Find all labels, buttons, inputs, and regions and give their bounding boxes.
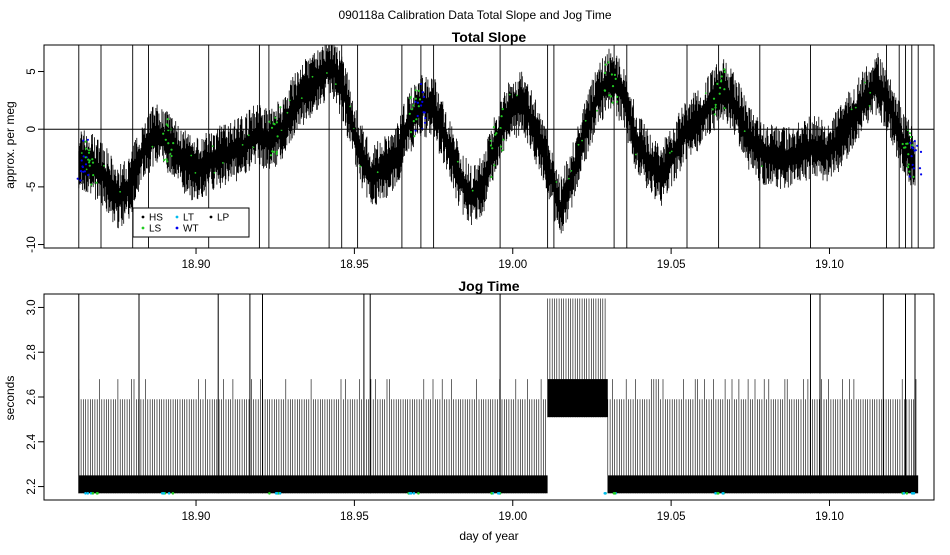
jog-verticals-2: [607, 379, 917, 494]
jog-time-ytick-label: 2.2: [26, 479, 38, 495]
jog-calibration-markers: [84, 492, 916, 495]
calibration-markers: [76, 61, 923, 193]
jog-time-ytick-label: 2.4: [26, 433, 38, 450]
total-slope-ylabel: approx. per meg: [3, 101, 17, 188]
legend-marker-lp: [209, 215, 213, 219]
total-slope-xtick-label: 18.90: [182, 259, 211, 271]
legend-label-lt: LT: [183, 213, 194, 224]
legend-marker-wt: [175, 226, 179, 230]
total-slope-xtick-label: 19.10: [815, 259, 844, 271]
jog-time-axes: 18.90 18.95 19.00 19.05 19.10 2.2 2.4 2.6 2.8 3.0: [26, 299, 844, 523]
jog-time-ytick-label: 3.0: [26, 299, 38, 315]
jog-time-xlabel: day of year: [459, 529, 518, 543]
jog-time-xtick-label: 19.00: [498, 511, 527, 523]
total-slope-frame: [43, 44, 935, 249]
total-slope-xtick-label: 19.05: [657, 259, 686, 271]
jog-verticals-1: [547, 298, 606, 418]
total-slope-panel: Total Slope approx. per meg 18.90 18.95 19…: [3, 29, 935, 271]
jog-spikes: [78, 294, 916, 494]
jog-time-panel: Jog Time seconds 18.90 18.95 19.00 19.05 19.…: [3, 278, 935, 543]
figure-suptitle: 090118a Calibration Data Total Slope and…: [338, 8, 611, 22]
jog-time-ylabel: seconds: [3, 376, 17, 421]
legend-label-wt: WT: [183, 224, 199, 235]
total-slope-ytick-label: 5: [26, 68, 38, 74]
total-slope-ytick-label: 0: [26, 126, 38, 132]
legend-marker-lt: [175, 215, 179, 219]
total-slope-ytick-label: -5: [26, 182, 38, 192]
jog-time-xtick-label: 18.95: [340, 511, 369, 523]
jog-band-2: [607, 475, 919, 494]
jog-time-xtick-label: 19.10: [815, 511, 844, 523]
legend-label-lp: LP: [217, 213, 230, 224]
legend-label-hs: HS: [149, 213, 163, 224]
total-slope-axes: 18.90 18.95 19.00 19.05 19.10 -10 -5 0 5: [26, 68, 934, 271]
jog-time-plot-area: [78, 294, 919, 495]
jog-time-frame: [43, 293, 935, 501]
total-slope-plot-area: [76, 45, 923, 248]
legend-label-ls: LS: [149, 224, 162, 235]
jog-time-ytick-label: 2.6: [26, 389, 38, 405]
total-slope-xtick-label: 19.00: [498, 259, 527, 271]
legend-box: [132, 207, 250, 238]
total-slope-ytick-label: -10: [26, 236, 38, 253]
jog-time-xtick-label: 19.05: [657, 511, 686, 523]
jog-time-title: Jog Time: [458, 278, 519, 294]
total-slope-trace: [78, 45, 916, 234]
jog-time-ytick-label: 2.8: [26, 344, 38, 360]
total-slope-xtick-label: 18.95: [340, 259, 369, 271]
total-slope-title: Total Slope: [452, 29, 527, 45]
legend-marker-hs: [141, 215, 145, 219]
legend-marker-ls: [141, 226, 145, 230]
jog-time-xtick-label: 18.90: [182, 511, 211, 523]
